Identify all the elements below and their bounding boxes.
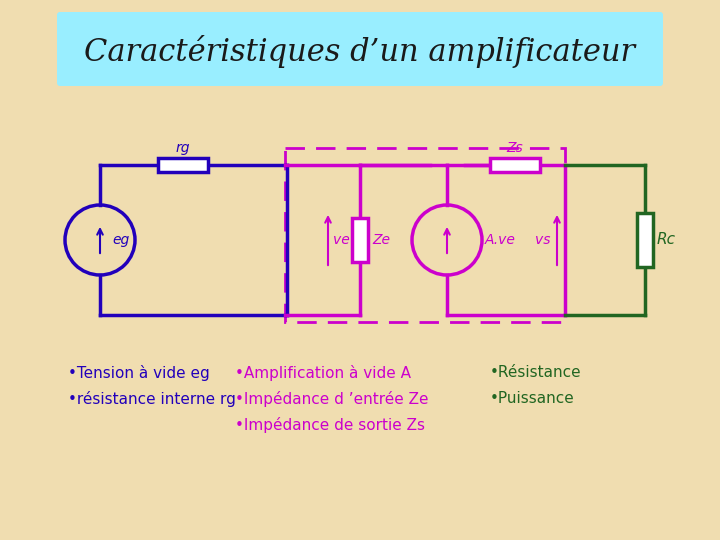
Text: •résistance interne rg: •résistance interne rg [68,391,236,407]
Text: rg: rg [176,141,190,155]
FancyBboxPatch shape [158,158,208,172]
FancyBboxPatch shape [352,218,368,262]
Text: •Tension à vide eg: •Tension à vide eg [68,365,210,381]
Text: eg: eg [112,233,130,247]
Text: Zs: Zs [507,141,523,155]
Text: •Impédance d ’entrée Ze: •Impédance d ’entrée Ze [235,391,428,407]
Text: A.ve: A.ve [485,233,516,247]
Text: Caractéristiques d’un amplificateur: Caractéristiques d’un amplificateur [84,36,636,69]
Text: •Puissance: •Puissance [490,391,575,406]
FancyBboxPatch shape [490,158,540,172]
FancyBboxPatch shape [57,12,663,86]
Text: •Impédance de sortie Zs: •Impédance de sortie Zs [235,417,425,433]
Text: vs: vs [535,233,551,247]
Text: ve: ve [333,233,350,247]
FancyBboxPatch shape [637,213,653,267]
Text: Rc: Rc [657,233,676,247]
Text: Ze: Ze [372,233,390,247]
Text: •Amplification à vide A: •Amplification à vide A [235,365,411,381]
Text: •Résistance: •Résistance [490,365,582,380]
